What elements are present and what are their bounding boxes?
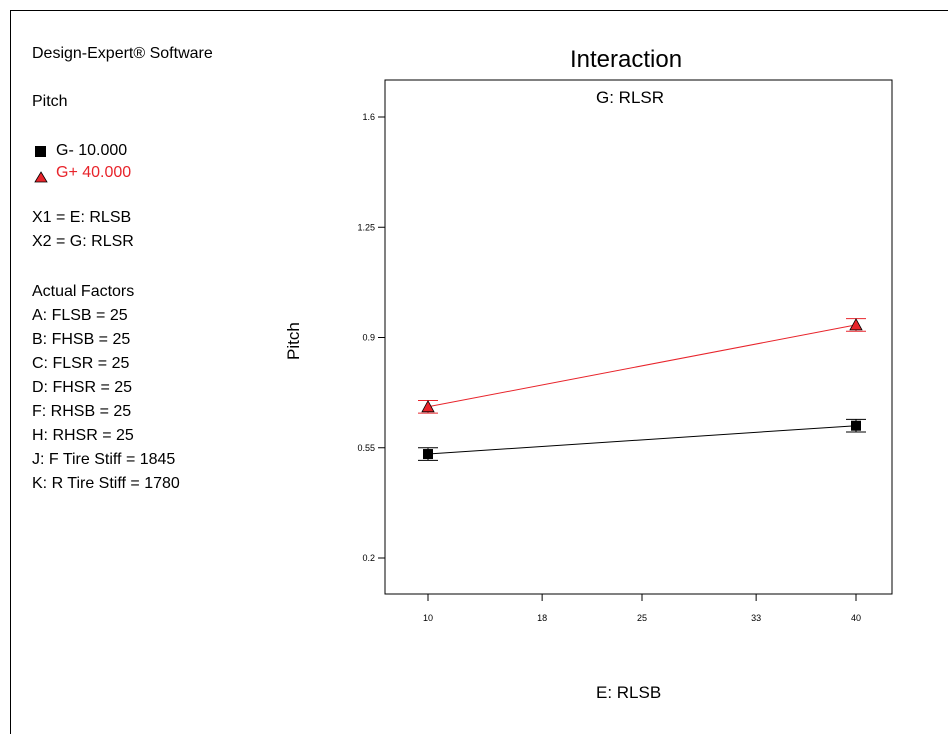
triangle-marker-icon: [34, 167, 48, 183]
y-tick-label: 0.55: [357, 443, 375, 453]
factor-map-x2: X2 = G: RLSR: [32, 233, 134, 250]
factor-map: X1 = E: RLSB X2 = G: RLSR: [32, 206, 134, 254]
series-line: [427, 425, 857, 455]
actual-factor-h: H: RHSR = 25: [32, 427, 134, 444]
x-axis-title: E: RLSB: [596, 683, 662, 702]
x-tick-label: 18: [537, 613, 547, 623]
data-point-triangle: [849, 318, 863, 331]
x-tick-label: 33: [751, 613, 761, 623]
actual-factors-heading: Actual Factors: [32, 283, 135, 300]
actual-factors: Actual Factors A: FLSB = 25 B: FHSB = 25…: [32, 280, 180, 496]
square-marker-icon: [35, 145, 46, 157]
chart-title: Interaction: [570, 46, 683, 73]
figure-frame: [10, 10, 948, 734]
software-label: Design-Expert® Software: [32, 45, 213, 62]
y-tick-label: 0.2: [362, 553, 375, 563]
series-line: [427, 324, 857, 408]
x-tick-label: 25: [637, 613, 647, 623]
y-tick-label: 1.25: [357, 222, 375, 232]
y-tick-label: 0.9: [362, 333, 375, 343]
actual-factor-a: A: FLSB = 25: [32, 307, 128, 324]
data-point-square: [423, 449, 433, 460]
response-label: Pitch: [32, 93, 68, 110]
actual-factor-f: F: RHSB = 25: [32, 403, 132, 420]
actual-factor-j: J: F Tire Stiff = 1845: [32, 451, 176, 468]
legend-label-high: G+ 40.000: [56, 164, 132, 181]
x-tick-label: 40: [851, 613, 861, 623]
actual-factor-d: D: FHSR = 25: [32, 379, 133, 396]
data-point-square: [851, 420, 861, 431]
chart-subtitle: G: RLSR: [596, 88, 665, 107]
y-tick-label: 1.6: [362, 112, 375, 122]
factor-map-x1: X1 = E: RLSB: [32, 209, 132, 226]
legend: G- 10.000 G+ 40.000: [32, 140, 131, 184]
data-point-triangle: [421, 399, 435, 413]
legend-item-low: G- 10.000: [32, 140, 131, 162]
legend-label-low: G- 10.000: [56, 142, 128, 159]
actual-factor-b: B: FHSB = 25: [32, 331, 131, 348]
x-tick-label: 10: [423, 613, 433, 623]
actual-factor-c: C: FLSR = 25: [32, 355, 130, 372]
legend-item-high: G+ 40.000: [32, 162, 131, 184]
actual-factor-k: K: R Tire Stiff = 1780: [32, 475, 180, 492]
plot-area: [384, 79, 893, 595]
